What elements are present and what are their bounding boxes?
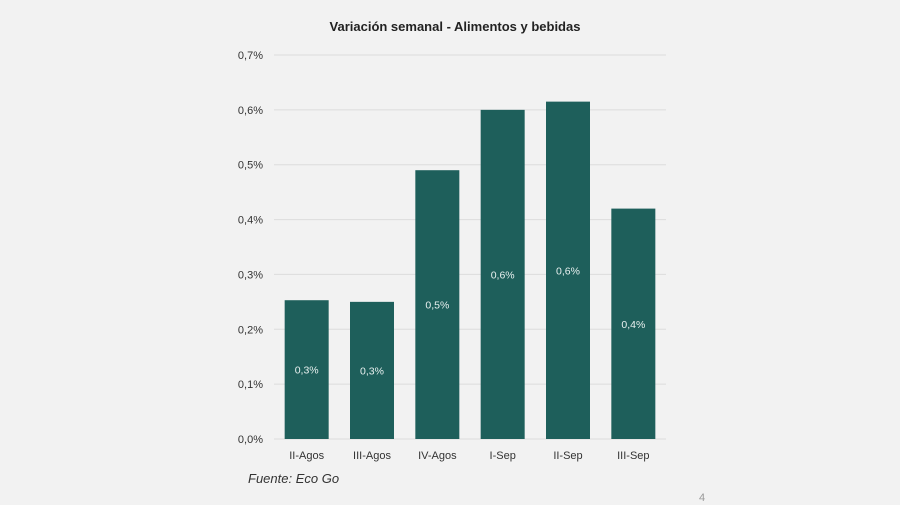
data-label: 0,6% — [556, 265, 580, 277]
data-label: 0,3% — [360, 365, 384, 377]
bar — [480, 109, 525, 439]
data-label: 0,4% — [621, 319, 645, 331]
bar — [350, 301, 394, 439]
y-tick-label: 0,2% — [238, 324, 263, 336]
x-category-label: IV-Agos — [418, 450, 457, 462]
x-category-label: I-Sep — [490, 450, 516, 462]
x-category-label: III-Agos — [353, 450, 391, 462]
y-tick-label: 0,7% — [238, 50, 263, 62]
y-tick-label: 0,3% — [238, 269, 263, 281]
bar — [546, 101, 590, 439]
gridlines — [274, 54, 666, 440]
bar — [415, 170, 460, 439]
y-tick-label: 0,6% — [238, 105, 263, 117]
y-tick-label: 0,0% — [238, 434, 263, 446]
bar — [284, 300, 329, 439]
y-tick-label: 0,5% — [238, 160, 263, 172]
y-axis-ticks: 0,0% 0,1% 0,2% 0,3% 0,4% 0,5% 0,6% 0,7% — [238, 50, 263, 446]
bars — [284, 101, 656, 439]
data-label: 0,6% — [491, 269, 515, 281]
x-axis-categories: II-Agos III-Agos IV-Agos I-Sep II-Sep III-Sep — [289, 450, 649, 462]
y-tick-label: 0,1% — [238, 379, 263, 391]
bar — [611, 208, 656, 439]
y-tick-label: 0,4% — [238, 215, 263, 227]
page-number: 4 — [699, 492, 706, 504]
data-label: 0,5% — [425, 300, 449, 312]
x-category-label: III-Sep — [617, 450, 649, 462]
x-category-label: II-Sep — [553, 450, 582, 462]
source-note: Fuente: Eco Go — [248, 471, 340, 486]
x-category-label: II-Agos — [289, 450, 324, 462]
data-labels: 0,3% 0,3% 0,5% 0,6% 0,6% 0,4% — [295, 265, 646, 377]
data-label: 0,3% — [295, 365, 319, 377]
chart-title: Variación semanal - Alimentos y bebidas — [330, 19, 581, 34]
